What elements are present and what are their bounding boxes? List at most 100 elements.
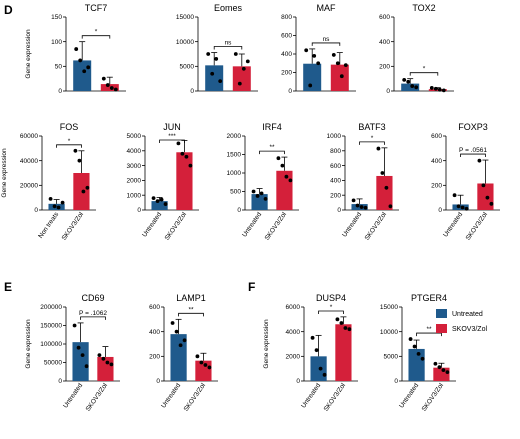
data-point bbox=[251, 189, 256, 194]
data-point bbox=[433, 86, 438, 91]
y-tick-label: 0 bbox=[288, 88, 292, 95]
data-point bbox=[97, 353, 102, 357]
y-tick-label: 4000 bbox=[286, 329, 301, 336]
y-tick-label: 60000 bbox=[20, 133, 38, 140]
chart-dusp4: DUSP4 0 2000 4000 6000 Gene expression Untreat… bbox=[263, 293, 358, 413]
y-tick-label: 150 bbox=[51, 14, 62, 21]
y-tick-label: 20000 bbox=[20, 183, 38, 190]
data-point bbox=[456, 204, 461, 209]
y-tick-label: 100000 bbox=[40, 341, 62, 348]
y-tick-label: 600 bbox=[330, 163, 341, 170]
data-point bbox=[176, 141, 181, 146]
data-point bbox=[308, 83, 313, 88]
y-tick-label: 400 bbox=[379, 39, 390, 46]
chart-tcf7: TCF7 0 50 100 150 Gene expression * bbox=[25, 3, 126, 95]
chart-title: TCF7 bbox=[85, 3, 108, 13]
bar-treated bbox=[232, 66, 251, 91]
chart-title: JUN bbox=[163, 122, 181, 132]
data-point bbox=[188, 163, 193, 168]
chart-irf4: IRF4 0 500 1000 1500 2000 Untreated SKOV3/Zol ** bbox=[227, 122, 299, 242]
x-tick-label: SKOV3/Zol bbox=[264, 211, 289, 242]
data-point bbox=[384, 185, 389, 190]
data-point bbox=[155, 199, 160, 204]
y-tick-label: 40000 bbox=[20, 158, 38, 165]
bar-untreated bbox=[72, 342, 89, 381]
data-point bbox=[81, 189, 86, 194]
significance-label: ** bbox=[188, 306, 194, 313]
data-point bbox=[207, 365, 212, 370]
data-point bbox=[101, 356, 106, 361]
data-point bbox=[214, 57, 219, 61]
significance-bracket bbox=[178, 312, 204, 317]
data-point bbox=[406, 79, 411, 84]
y-tick-label: 600 bbox=[431, 133, 442, 140]
significance-bracket bbox=[460, 153, 486, 158]
data-point bbox=[206, 52, 211, 56]
data-point bbox=[77, 158, 82, 163]
bar-treated bbox=[433, 367, 450, 381]
data-point bbox=[159, 197, 164, 202]
y-tick-label: 0 bbox=[296, 378, 300, 385]
bar-treated bbox=[330, 64, 349, 91]
y-tick-label: 400 bbox=[281, 51, 292, 58]
bar-treated bbox=[195, 360, 212, 381]
data-point bbox=[410, 84, 415, 88]
data-point bbox=[105, 360, 110, 365]
data-point bbox=[76, 345, 81, 350]
y-tick-label: 600 bbox=[281, 33, 292, 40]
y-tick-label: 500 bbox=[230, 189, 241, 196]
legend-swatch-treated bbox=[436, 324, 447, 333]
y-tick-label: 800 bbox=[330, 148, 341, 155]
x-tick-label: Untreated bbox=[442, 211, 464, 239]
chart-title: TOX2 bbox=[412, 3, 435, 13]
x-tick-label: SKOV3/Zol bbox=[323, 382, 348, 413]
y-tick-label: 400 bbox=[330, 178, 341, 185]
x-tick-label: SKOV3/Zol bbox=[183, 382, 208, 413]
y-axis-label: Gene expression bbox=[25, 29, 32, 79]
data-point bbox=[318, 366, 323, 371]
data-point bbox=[489, 201, 494, 206]
data-point bbox=[408, 337, 413, 341]
data-point bbox=[195, 354, 200, 359]
chart-title: DUSP4 bbox=[316, 293, 346, 303]
x-tick-label: Untreated bbox=[241, 211, 263, 239]
bar-untreated bbox=[251, 194, 268, 210]
x-tick-label: Untreated bbox=[398, 382, 420, 410]
data-point bbox=[245, 59, 250, 64]
data-point bbox=[343, 326, 348, 330]
bar-untreated bbox=[151, 201, 168, 210]
panel-letter-f: F bbox=[248, 280, 255, 294]
significance-label: ** bbox=[269, 144, 275, 151]
data-point bbox=[376, 146, 381, 151]
bar-untreated bbox=[303, 63, 322, 91]
significance-bracket bbox=[409, 72, 439, 76]
y-tick-label: 400 bbox=[149, 329, 160, 336]
y-tick-label: 400 bbox=[431, 158, 442, 165]
bar-treated bbox=[176, 152, 193, 210]
bar-treated bbox=[335, 324, 352, 381]
significance-bracket bbox=[56, 144, 82, 148]
data-point bbox=[218, 79, 223, 84]
data-point bbox=[182, 338, 187, 343]
significance-label: * bbox=[68, 138, 71, 145]
x-tick-label: Untreated bbox=[341, 211, 363, 239]
bar-treated bbox=[376, 175, 393, 210]
data-point bbox=[414, 85, 419, 90]
chart-title: FOXP3 bbox=[458, 122, 488, 132]
data-point bbox=[259, 191, 264, 196]
chart-cd69: CD69 0 50000 100000 150000 200000 Gene express… bbox=[25, 293, 120, 413]
chart-title: LAMP1 bbox=[176, 293, 206, 303]
x-tick-label: SKOV3/Zol bbox=[465, 211, 490, 242]
data-point bbox=[180, 151, 185, 156]
y-tick-label: 2000 bbox=[286, 354, 301, 361]
bar-treated bbox=[428, 89, 447, 91]
panel-letter-d: D bbox=[4, 3, 13, 17]
significance-label: P = .1062 bbox=[79, 310, 107, 317]
data-point bbox=[233, 52, 238, 56]
y-tick-label: 1000 bbox=[227, 170, 242, 177]
y-tick-label: 200 bbox=[149, 354, 160, 361]
data-point bbox=[203, 363, 208, 367]
legend: Untreated SKOV3/Zol bbox=[436, 309, 487, 333]
